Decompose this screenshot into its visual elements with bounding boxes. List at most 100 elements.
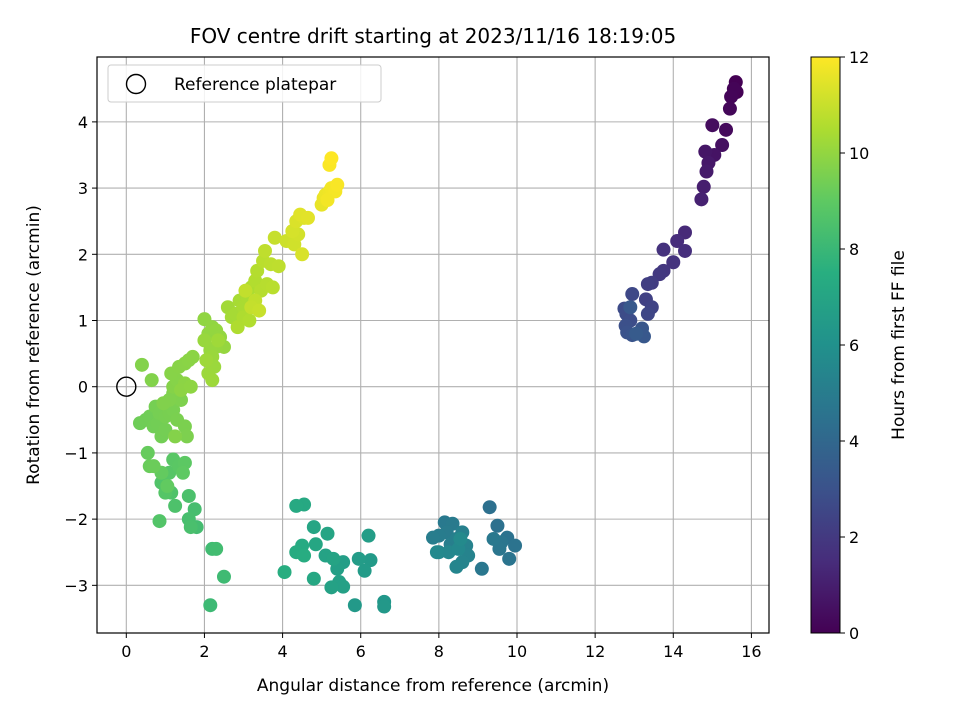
data-point [265,280,280,295]
colorbar-ticks: 0 2 4 6 8 10 12 [840,48,869,643]
data-point [474,561,489,576]
data-point [330,177,345,192]
colorbar-gradient [810,56,841,634]
data-point [426,530,440,545]
colorbar-tick-label: 2 [849,528,859,547]
x-tick-label: 4 [277,642,287,661]
colorbar: 0 2 4 6 8 10 12 Hours from first FF file [810,48,909,643]
data-point [306,571,321,586]
data-point [694,192,709,207]
data-point [175,465,190,480]
legend: Reference platepar [107,64,382,103]
y-tick-label: −1 [64,444,88,463]
x-tick-label: 6 [356,642,366,661]
data-point [252,303,267,318]
data-point [722,101,737,116]
data-point [181,488,196,503]
data-point [351,551,366,566]
y-axis-label: Rotation from reference (arcmin) [24,205,44,485]
data-point [640,277,655,292]
data-point [295,247,310,262]
colorbar-tick-label: 6 [849,336,859,355]
data-point [205,373,220,388]
data-point [449,559,464,574]
reference-platepar-marker [116,376,137,397]
data-point [230,320,245,335]
data-point [258,243,272,258]
legend-marker-reference [125,73,147,95]
data-point [308,537,323,552]
colorbar-tick-label: 4 [849,432,859,451]
x-tick-label: 14 [663,642,683,661]
data-point [209,541,224,556]
data-point [271,259,286,274]
data-point [306,520,321,535]
data-point [168,498,183,513]
y-tick-label: −3 [64,576,88,595]
data-point [429,545,444,560]
data-point [724,89,739,104]
data-point [183,520,198,535]
data-point [320,193,335,208]
data-point [203,598,218,613]
data-point [324,151,339,166]
colorbar-tick-label: 0 [849,624,859,643]
data-point [326,551,341,566]
x-tick-label: 16 [741,642,761,661]
data-point [160,479,175,494]
data-point [242,313,257,328]
colorbar-tick-label: 10 [849,144,869,163]
colorbar-label: Hours from first FF file [889,250,909,440]
y-tick-label: 1 [78,312,88,331]
data-point [699,164,714,179]
data-point [185,349,200,364]
scatter-points [132,75,744,614]
data-point [197,333,212,348]
data-point [508,538,523,553]
data-point [238,283,253,298]
plot-frame [96,56,770,634]
data-point [211,333,226,348]
x-tick-label: 12 [585,642,605,661]
data-point [640,306,655,321]
data-point [715,138,730,153]
data-point [482,500,497,515]
y-tick-label: 4 [78,113,88,132]
data-point [144,373,159,388]
data-point [277,565,292,580]
data-point [696,179,711,194]
x-tick-label: 8 [434,642,444,661]
data-point [216,569,231,584]
data-point [357,563,372,578]
data-point [156,396,171,411]
data-point [297,548,312,563]
x-axis: 0 2 4 6 8 10 12 14 16 [121,633,762,661]
x-tick-label: 2 [199,642,209,661]
y-tick-label: 0 [78,378,88,397]
data-point [705,118,720,133]
data-point [486,531,501,546]
data-point [361,528,376,543]
reference-marker [116,376,137,397]
data-point [377,599,392,614]
data-point [363,553,378,568]
y-tick-label: 3 [78,179,88,198]
data-point [629,326,644,341]
data-point [623,300,638,315]
data-point [336,579,351,594]
data-point [698,144,713,159]
data-point [146,459,161,474]
chart-title: FOV centre drift starting at 2023/11/16 … [190,24,676,48]
data-point [140,445,155,460]
data-point [490,518,505,533]
data-point [134,357,149,372]
data-point [152,514,167,529]
data-point [625,287,640,302]
data-point [453,531,468,546]
data-point [158,422,173,437]
colorbar-tick-label: 12 [849,48,869,67]
data-point [502,551,517,566]
y-tick-label: 2 [78,245,88,264]
x-tick-label: 10 [507,642,527,661]
